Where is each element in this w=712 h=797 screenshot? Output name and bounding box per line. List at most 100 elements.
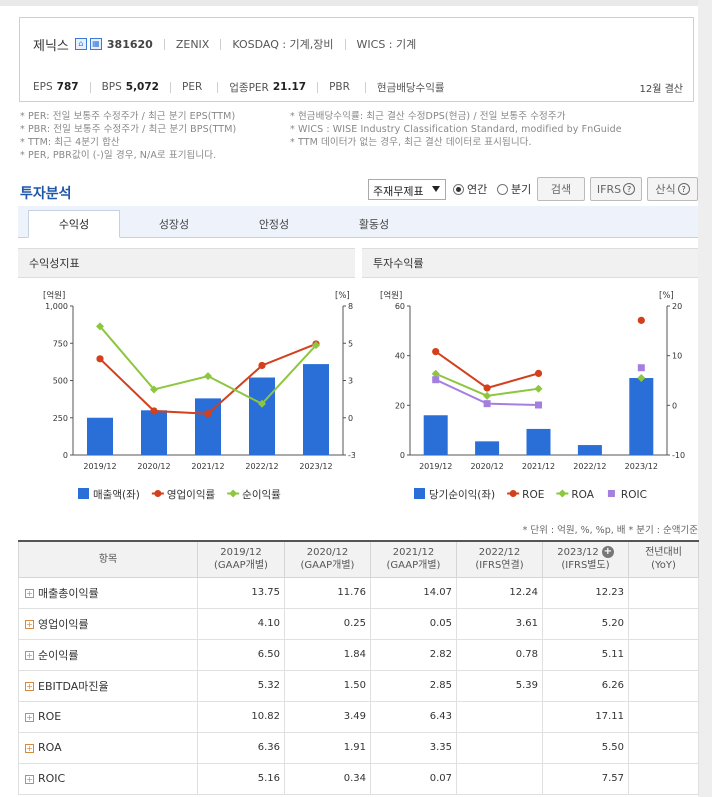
expand-plus-icon[interactable]: + <box>25 651 34 660</box>
return-chart: [억원] [%] 0 20 40 60 -10 0 10 20 2019/12 2020/12 2021… <box>380 290 685 501</box>
table-cell: 2.82 <box>370 638 457 671</box>
tab-stability[interactable]: 안정성 <box>258 218 290 231</box>
row-label[interactable]: + 순이익률 <box>18 638 198 671</box>
row-label[interactable]: + ROA <box>18 731 198 764</box>
formula-help-button[interactable]: 산식? <box>647 177 698 201</box>
bar-매출액(좌) <box>303 364 329 455</box>
expand-plus-icon[interactable]: + <box>25 774 34 784</box>
row-label[interactable]: + ROIC <box>18 762 198 795</box>
row-label[interactable]: + ROE <box>18 700 198 733</box>
tab-activity[interactable]: 활동성 <box>358 218 390 231</box>
table-cell <box>628 762 699 795</box>
profitability-table: 항목 2019/12 (GAAP개별) 2020/12 (GAAP개별) 2021/12(… <box>18 540 699 795</box>
bar-매출액(좌) <box>195 398 221 455</box>
point-순이익률 <box>150 385 158 394</box>
point-순이익률 <box>312 341 320 350</box>
row-label-text: 영업이익률 <box>38 617 89 631</box>
divider <box>364 81 366 93</box>
table-cell: 0.78 <box>456 638 543 671</box>
table-cell: 1.50 <box>284 669 371 702</box>
header-period: 2019/12 (GAAP개별) <box>197 540 285 578</box>
point-ROA <box>431 369 440 378</box>
table-cell: 5.20 <box>542 607 629 640</box>
divider <box>217 81 219 93</box>
table-row: + 매출총이익률 13.75 11.76 14.07 12.24 12.23 <box>18 576 699 609</box>
expand-plus-icon[interactable]: + <box>25 620 34 629</box>
x-tick-label: 2021/12 <box>191 462 224 471</box>
point-순이익률 <box>96 322 104 331</box>
table-cell: 11.76 <box>284 576 371 609</box>
home-icon[interactable]: ⌂ <box>74 38 87 50</box>
point-순이익률 <box>258 399 266 408</box>
point-영업이익률 <box>258 361 266 370</box>
point-ROA <box>637 374 646 383</box>
table-cell <box>628 638 699 671</box>
sector-per-label: 업종PER <box>229 81 269 94</box>
x-tick-label: 2022/12 <box>245 462 278 471</box>
point-순이익률 <box>204 372 212 381</box>
point-ROIC <box>637 364 645 372</box>
scrollbar-track[interactable] <box>698 0 712 797</box>
table-cell: 0.25 <box>284 607 371 640</box>
legend-swatch <box>414 488 425 499</box>
table-cell: 6.43 <box>370 700 457 733</box>
tab-profitability[interactable]: 수익성 <box>28 210 120 238</box>
expand-plus-icon[interactable]: + <box>601 546 614 559</box>
row-label[interactable]: + EBITDA마진율 <box>18 669 198 702</box>
search-button[interactable]: 검색 <box>537 177 585 201</box>
point-영업이익률 <box>204 410 212 418</box>
header-period: 전년대비 (YoY) <box>628 540 699 578</box>
radio-quarter-label: 분기 <box>511 183 532 196</box>
expand-plus-icon[interactable]: + <box>25 589 34 598</box>
y-right-tick-label: -10 <box>672 451 685 460</box>
header-basis: (YoY) <box>651 560 676 572</box>
point-ROA <box>534 384 543 393</box>
expand-plus-icon[interactable]: + <box>25 682 34 691</box>
table-cell <box>628 669 699 702</box>
radio-annual-label: 연간 <box>467 183 488 196</box>
table-cell: 14.07 <box>370 576 457 609</box>
building-icon[interactable]: ▦ <box>89 38 102 50</box>
table-cell <box>628 607 699 640</box>
table-header: 항목 2019/12 (GAAP개별) 2020/12 (GAAP개별) 2021/12(… <box>18 540 699 578</box>
legend-swatch <box>154 490 162 497</box>
row-label[interactable]: + 영업이익률 <box>18 607 198 640</box>
point-영업이익률 <box>150 407 158 415</box>
table-cell: 12.24 <box>456 576 543 609</box>
company-name: 제닉스 <box>33 38 69 54</box>
radio-dot[interactable] <box>497 183 508 195</box>
x-tick-label: 2020/12 <box>470 462 503 471</box>
kosdaq-sector: KOSDAQ : 기계,장비 <box>232 38 334 51</box>
legend-label: ROE <box>522 489 544 501</box>
expand-plus-icon[interactable]: + <box>25 743 34 753</box>
ifrs-help-button[interactable]: IFRS? <box>590 177 642 201</box>
expand-plus-icon[interactable]: + <box>25 712 34 722</box>
bar-당기순이익(좌) <box>475 441 500 455</box>
header-year: 2019/12 <box>220 547 262 559</box>
table-header-row: 항목 2019/12 (GAAP개별) 2020/12 (GAAP개별) 2021/12(… <box>18 540 699 578</box>
note-line: * TTM: 최근 4분기 합산 <box>20 137 120 148</box>
header-period: 2022/12 (IFRS연결) <box>456 540 543 578</box>
y-right-tick-label: 5 <box>348 339 353 348</box>
radio-quarter[interactable]: 분기 <box>497 181 531 197</box>
row-label[interactable]: + 매출총이익률 <box>18 576 198 609</box>
table-cell <box>456 762 543 795</box>
formula-label: 산식 <box>655 183 676 196</box>
radio-dot-checked[interactable] <box>453 183 464 195</box>
table-cell: 12.23 <box>542 576 629 609</box>
header-year: 2022/12 <box>478 547 521 559</box>
sector-per-value: 21.17 <box>272 81 307 93</box>
table-row: + ROA 6.36 1.91 3.35 5.50 <box>18 731 699 764</box>
header-basis: (GAAP개별) <box>300 560 355 572</box>
company-english-name: ZENIX <box>175 37 210 51</box>
radio-annual[interactable]: 연간 <box>453 181 487 197</box>
report-type-select[interactable]: 주재무제표 <box>368 179 446 200</box>
point-ROIC <box>535 401 542 409</box>
profitability-panel-title: 수익성지표 <box>18 248 355 278</box>
return-panel-title: 투자수익률 <box>362 248 698 278</box>
legend-swatch <box>509 490 517 497</box>
table-row: + EBITDA마진율 5.32 1.50 2.85 5.39 6.26 <box>18 669 699 702</box>
row-label-text: EBITDA마진율 <box>38 679 109 693</box>
tab-growth[interactable]: 성장성 <box>158 218 190 231</box>
table-cell <box>628 576 699 609</box>
